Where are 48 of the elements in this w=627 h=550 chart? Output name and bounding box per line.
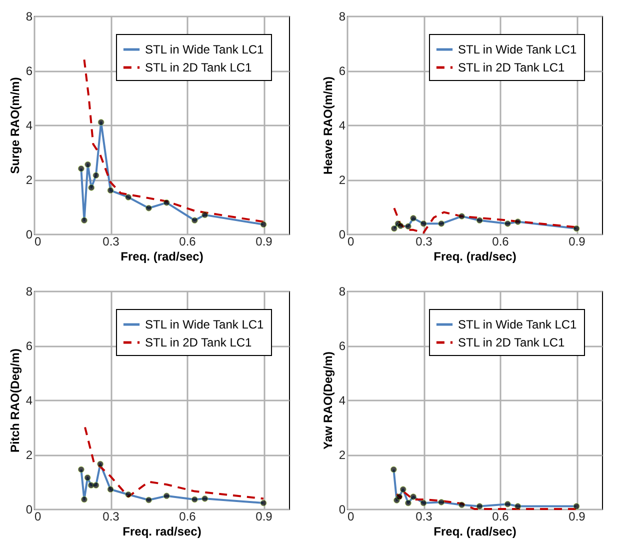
- y-tick-label: 4: [338, 394, 346, 408]
- y-tick-label: 2: [338, 448, 346, 462]
- x-tick-label: 0.3: [102, 234, 120, 248]
- legend-label: STL in Wide Tank LC1: [145, 318, 264, 332]
- x-tick-label: 0.6: [492, 510, 510, 524]
- y-axis-title: Pitch RAO(Deg/m): [8, 348, 22, 453]
- legend-label: STL in Wide Tank LC1: [458, 42, 578, 56]
- x-tick-label: 0.6: [179, 234, 196, 248]
- legend-label: STL in Wide Tank LC1: [458, 318, 578, 332]
- x-axis-title: Freq. (rad/sec): [434, 524, 516, 538]
- y-tick-label: 8: [338, 10, 346, 24]
- legend-label: STL in 2D Tank LC1: [145, 336, 252, 350]
- y-tick-label: 8: [26, 10, 33, 24]
- legend-label: STL in 2D Tank LC1: [458, 60, 566, 74]
- x-tick-label: 0: [34, 510, 42, 524]
- y-tick-label: 4: [26, 394, 33, 408]
- x-tick-label: 0: [34, 234, 42, 248]
- y-tick-label: 8: [338, 284, 346, 298]
- y-tick-label: 6: [338, 64, 346, 78]
- x-tick-label: 0.6: [179, 510, 196, 524]
- x-tick-label: 0.9: [256, 234, 273, 248]
- y-axis-title: Surge RAO(m/m): [8, 77, 22, 174]
- x-tick-label: 0.3: [416, 510, 433, 524]
- x-axis-title: Freq. (rad/sec): [120, 250, 204, 264]
- y-tick-label: 4: [26, 118, 33, 132]
- x-tick-label: 0.3: [416, 234, 433, 248]
- y-tick-label: 2: [26, 173, 33, 187]
- x-tick-label: 0.3: [102, 510, 120, 524]
- y-tick-label: 4: [338, 118, 346, 132]
- legend-label: STL in Wide Tank LC1: [145, 42, 264, 56]
- legend-label: STL in 2D Tank LC1: [145, 60, 252, 74]
- y-axis-title: Yaw RAO(Deg/m): [320, 351, 335, 450]
- y-tick-label: 6: [338, 339, 346, 353]
- y-tick-label: 6: [26, 64, 33, 78]
- x-tick-label: 0.9: [256, 510, 273, 524]
- y-tick-label: 8: [26, 284, 33, 298]
- y-tick-label: 2: [26, 448, 33, 462]
- x-tick-label: 0.6: [492, 234, 510, 248]
- x-tick-label: 0.9: [568, 510, 586, 524]
- x-tick-label: 0.9: [568, 234, 586, 248]
- y-axis-title: Heave RAO(m/m): [320, 76, 335, 175]
- x-axis-title: Freq. rad/sec): [122, 524, 202, 538]
- x-tick-label: 0: [348, 234, 354, 248]
- x-axis-title: Freq. (rad/sec): [434, 250, 516, 264]
- legend-label: STL in 2D Tank LC1: [458, 336, 566, 350]
- x-tick-label: 0: [348, 510, 354, 524]
- y-tick-label: 6: [26, 339, 33, 353]
- y-tick-label: 2: [338, 173, 346, 187]
